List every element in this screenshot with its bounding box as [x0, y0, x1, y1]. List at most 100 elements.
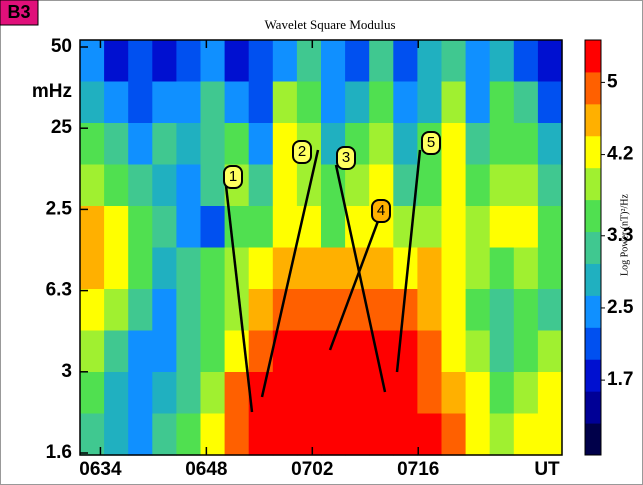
- heatmap-cell: [248, 40, 274, 83]
- heatmap-cell: [513, 413, 539, 456]
- annotation-lines: [223, 149, 422, 413]
- heatmap-cell: [200, 81, 226, 124]
- heatmap-cell: [489, 206, 515, 249]
- heatmap-cell: [128, 330, 153, 373]
- heatmap-cell: [513, 164, 539, 207]
- heatmap-cell: [417, 413, 443, 456]
- x-tick-label: 0716: [397, 459, 439, 480]
- heatmap-cell: [296, 289, 322, 332]
- heatmap-cell: [321, 206, 346, 249]
- colorbar-swatch: [585, 423, 601, 456]
- heatmap-cell: [321, 81, 346, 124]
- heatmap-cell: [537, 164, 563, 207]
- y-tick-label: 1.6: [46, 442, 72, 463]
- heatmap-cell: [152, 289, 177, 332]
- heatmap-cell: [272, 81, 298, 124]
- heatmap-cell: [80, 206, 105, 249]
- heatmap-cell: [393, 81, 418, 124]
- heatmap-cell: [104, 206, 129, 249]
- heatmap-cell: [200, 123, 226, 166]
- y-tick-label: 25: [51, 117, 73, 138]
- colorbar-swatch: [585, 167, 601, 201]
- heatmap-cell: [128, 372, 153, 415]
- heatmap-cell: [537, 206, 563, 249]
- heatmap-cell: [296, 330, 322, 373]
- heatmap: [80, 40, 563, 456]
- heatmap-cell: [272, 330, 298, 373]
- heatmap-cell: [176, 372, 202, 415]
- heatmap-cell: [465, 81, 491, 124]
- heatmap-cell: [369, 123, 394, 166]
- heatmap-cell: [176, 247, 202, 290]
- plot-frame: [79, 39, 563, 456]
- heatmap-cell: [369, 413, 394, 456]
- heatmap-cell: [248, 372, 274, 415]
- heatmap-cell: [489, 289, 515, 332]
- heatmap-cell: [296, 247, 322, 290]
- heatmap-cell: [513, 247, 539, 290]
- annotation-box: [292, 140, 312, 164]
- colorbar-swatch: [585, 103, 601, 137]
- heatmap-cell: [200, 164, 226, 207]
- heatmap-cell: [104, 164, 129, 207]
- colorbar-swatch: [585, 391, 601, 424]
- colorbar: 5 4.2 3.3 2.5 1.7: [584, 39, 634, 456]
- annotation: 4: [377, 202, 385, 219]
- panel-label: B3: [7, 2, 30, 22]
- heatmap-cell: [465, 123, 491, 166]
- heatmap-cell: [152, 330, 177, 373]
- heatmap-cell: [152, 413, 177, 456]
- colorbar-swatch: [585, 231, 601, 264]
- heatmap-cell: [80, 123, 105, 166]
- heatmap-cell: [417, 164, 443, 207]
- heatmap-cell: [393, 123, 418, 166]
- colorbar-label: Log Power (nT)²/Hz: [619, 194, 630, 276]
- heatmap-cell: [200, 372, 226, 415]
- heatmap-cell: [224, 123, 250, 166]
- annotation-line: [328, 204, 386, 351]
- heatmap-cell: [176, 206, 202, 249]
- heatmap-cell: [417, 81, 443, 124]
- heatmap-cell: [441, 372, 467, 415]
- colorbar-swatch: [585, 71, 601, 105]
- heatmap-cell: [345, 164, 370, 207]
- heatmap-cell: [489, 247, 515, 290]
- annotation-labels: 1 2 3 4 5: [223, 131, 441, 223]
- heatmap-cell: [489, 413, 515, 456]
- y-axis-label: mHz: [32, 81, 72, 102]
- heatmap-cell: [489, 40, 515, 83]
- heatmap-cell: [104, 330, 129, 373]
- heatmap-cell: [537, 81, 563, 124]
- heatmap-cell: [441, 81, 467, 124]
- heatmap-cell: [393, 40, 418, 83]
- heatmap-cell: [248, 413, 274, 456]
- x-tick-label: 0648: [185, 459, 227, 480]
- heatmap-cell: [224, 81, 250, 124]
- heatmap-cell: [152, 372, 177, 415]
- heatmap-cell: [345, 413, 370, 456]
- heatmap-cell: [152, 206, 177, 249]
- heatmap-cell: [417, 289, 443, 332]
- x-tick-label: 0634: [79, 459, 122, 480]
- heatmap-cell: [369, 247, 394, 290]
- heatmap-cell: [104, 413, 129, 456]
- heatmap-cell: [224, 40, 250, 83]
- heatmap-cell: [441, 164, 467, 207]
- heatmap-cell: [224, 372, 250, 415]
- heatmap-cell: [489, 81, 515, 124]
- heatmap-cell: [248, 81, 274, 124]
- heatmap-cell: [417, 247, 443, 290]
- heatmap-cell: [513, 123, 539, 166]
- heatmap-cell: [128, 81, 153, 124]
- heatmap-cell: [200, 330, 226, 373]
- x-tick-label: 0702: [291, 459, 333, 480]
- heatmap-cell: [296, 372, 322, 415]
- heatmap-cell: [224, 413, 250, 456]
- colorbar-tick-label: 2.5: [607, 297, 634, 318]
- heatmap-cell: [441, 330, 467, 373]
- heatmap-cell: [176, 40, 202, 83]
- heatmap-cell: [128, 247, 153, 290]
- y-tick-label: 2.5: [46, 198, 73, 219]
- heatmap-cell: [393, 413, 418, 456]
